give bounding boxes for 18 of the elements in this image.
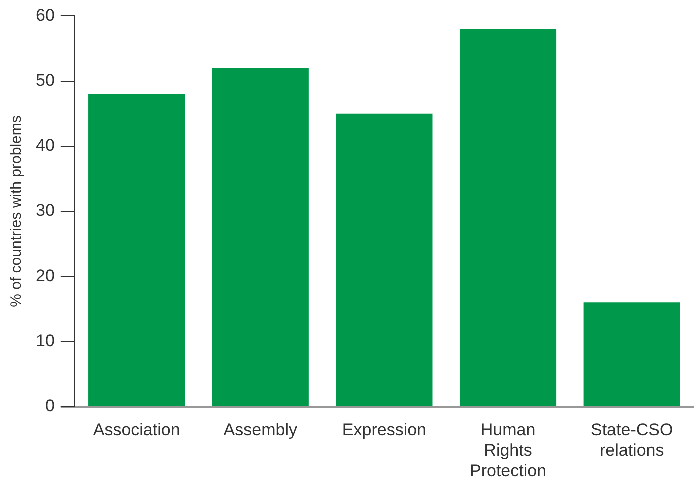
y-tick-label: 50	[36, 70, 55, 90]
bar	[212, 68, 309, 406]
x-tick-label: Expression	[342, 420, 427, 440]
bar	[336, 114, 433, 406]
y-axis-title: % of countries with problems	[8, 116, 26, 308]
bar	[584, 302, 680, 406]
y-tick-label: 10	[36, 331, 55, 350]
y-tick-label: 30	[36, 201, 55, 220]
y-tick-label: 20	[36, 266, 55, 286]
x-tick-label: Assembly	[224, 420, 298, 440]
y-tick-label: 60	[36, 6, 55, 25]
x-tick-label: State-CSO relations	[590, 420, 674, 460]
y-tick-label: 40	[36, 136, 55, 156]
x-tick-label: Human Rights Protection	[470, 420, 547, 480]
x-tick-label: Association	[93, 420, 180, 440]
bar	[88, 94, 186, 406]
bar	[460, 29, 557, 406]
y-tick-label: 0	[45, 396, 55, 416]
